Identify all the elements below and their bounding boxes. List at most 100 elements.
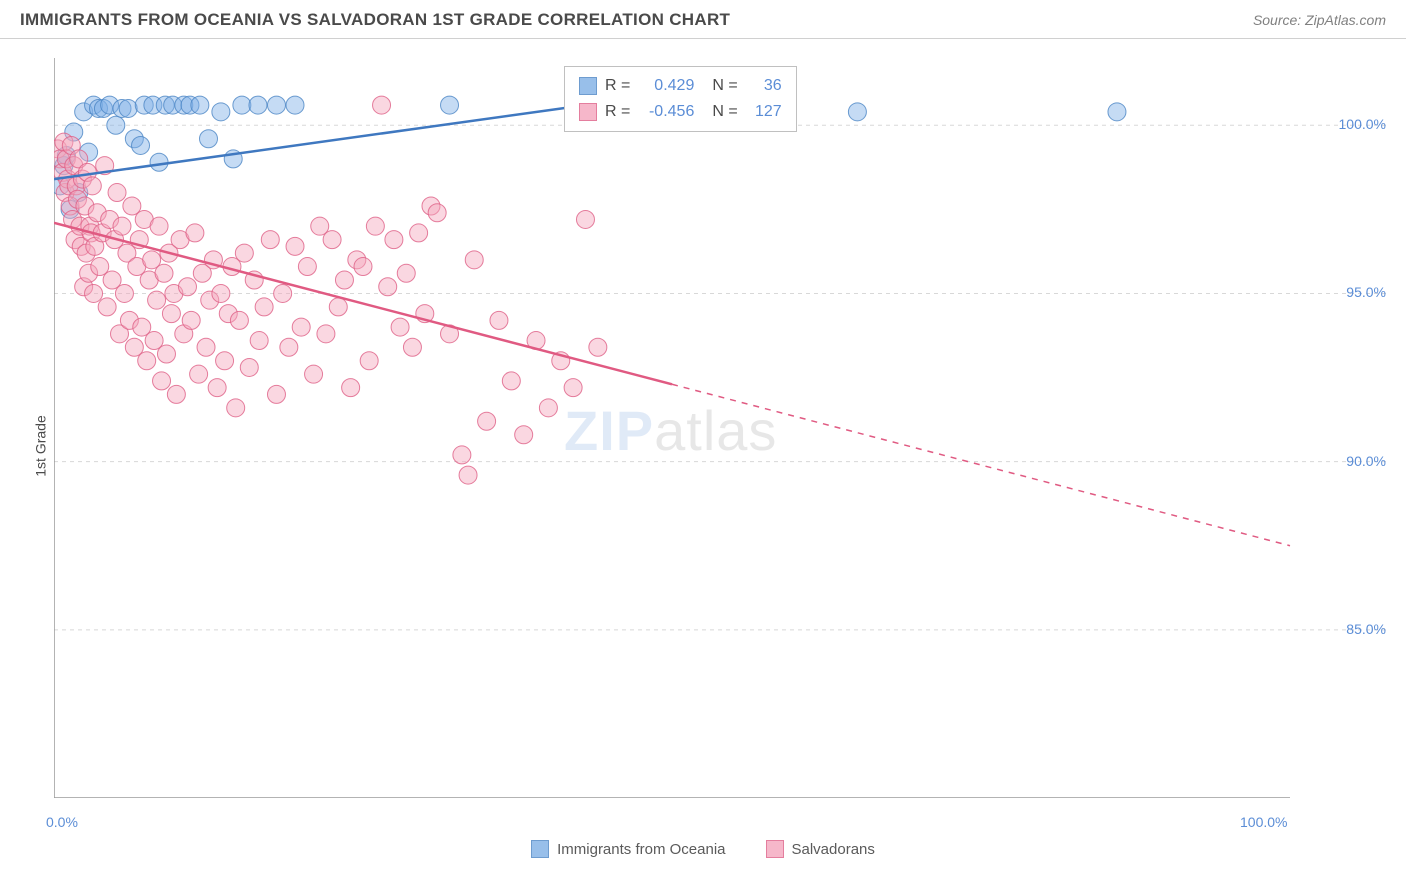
data-point-salvadoran bbox=[397, 264, 415, 282]
data-point-salvadoran bbox=[298, 258, 316, 276]
data-point-salvadoran bbox=[197, 338, 215, 356]
data-point-salvadoran bbox=[235, 244, 253, 262]
data-point-salvadoran bbox=[150, 217, 168, 235]
data-point-salvadoran bbox=[490, 311, 508, 329]
data-point-oceania bbox=[200, 130, 218, 148]
data-point-salvadoran bbox=[250, 332, 268, 350]
data-point-salvadoran bbox=[186, 224, 204, 242]
scatter-plot bbox=[54, 58, 1390, 798]
stats-n-label: N = bbox=[712, 99, 737, 125]
data-point-oceania bbox=[848, 103, 866, 121]
data-point-oceania bbox=[233, 96, 251, 114]
data-point-salvadoran bbox=[403, 338, 421, 356]
x-tick-label: 0.0% bbox=[46, 814, 78, 830]
y-tick-label: 90.0% bbox=[1346, 453, 1386, 469]
data-point-salvadoran bbox=[465, 251, 483, 269]
data-point-oceania bbox=[249, 96, 267, 114]
data-point-salvadoran bbox=[589, 338, 607, 356]
data-point-salvadoran bbox=[240, 358, 258, 376]
data-point-oceania bbox=[107, 116, 125, 134]
data-point-salvadoran bbox=[410, 224, 428, 242]
data-point-salvadoran bbox=[305, 365, 323, 383]
data-point-salvadoran bbox=[190, 365, 208, 383]
data-point-salvadoran bbox=[157, 345, 175, 363]
data-point-salvadoran bbox=[385, 231, 403, 249]
data-point-oceania bbox=[119, 99, 137, 117]
stats-r-value-salvadoran: -0.456 bbox=[638, 99, 694, 125]
correlation-stats-box: R = 0.429 N = 36 R = -0.456 N = 127 bbox=[564, 66, 797, 132]
data-point-salvadoran bbox=[255, 298, 273, 316]
data-point-salvadoran bbox=[167, 385, 185, 403]
data-point-salvadoran bbox=[478, 412, 496, 430]
data-point-salvadoran bbox=[261, 231, 279, 249]
chart-area: ZIPatlas R =0.429N =36R =-0.456N =127 bbox=[54, 58, 1390, 798]
data-point-salvadoran bbox=[162, 305, 180, 323]
data-point-salvadoran bbox=[153, 372, 171, 390]
stats-r-label: R = bbox=[605, 99, 630, 125]
data-point-salvadoran bbox=[85, 284, 103, 302]
data-point-salvadoran bbox=[360, 352, 378, 370]
data-point-salvadoran bbox=[373, 96, 391, 114]
x-tick-label: 100.0% bbox=[1240, 814, 1287, 830]
trend-line-dashed-salvadoran bbox=[672, 384, 1290, 545]
data-point-salvadoran bbox=[317, 325, 335, 343]
data-point-salvadoran bbox=[108, 184, 126, 202]
data-point-salvadoran bbox=[227, 399, 245, 417]
stats-n-label: N = bbox=[712, 73, 737, 99]
data-point-oceania bbox=[150, 153, 168, 171]
stats-row-salvadoran: R = -0.456 N = 127 bbox=[579, 99, 782, 125]
stats-n-value-salvadoran: 127 bbox=[746, 99, 782, 125]
data-point-salvadoran bbox=[286, 237, 304, 255]
data-point-salvadoran bbox=[335, 271, 353, 289]
data-point-salvadoran bbox=[208, 379, 226, 397]
data-point-salvadoran bbox=[379, 278, 397, 296]
legend-swatch-oceania bbox=[531, 840, 549, 858]
data-point-salvadoran bbox=[178, 278, 196, 296]
title-bar: IMMIGRANTS FROM OCEANIA VS SALVADORAN 1S… bbox=[0, 0, 1406, 39]
data-point-salvadoran bbox=[323, 231, 341, 249]
y-tick-label: 95.0% bbox=[1346, 284, 1386, 300]
y-tick-label: 85.0% bbox=[1346, 621, 1386, 637]
data-point-oceania bbox=[286, 96, 304, 114]
chart-title: IMMIGRANTS FROM OCEANIA VS SALVADORAN 1S… bbox=[20, 10, 730, 30]
legend-item-salvadoran: Salvadorans bbox=[766, 840, 875, 858]
data-point-salvadoran bbox=[502, 372, 520, 390]
legend-item-oceania: Immigrants from Oceania bbox=[531, 840, 725, 858]
data-point-salvadoran bbox=[539, 399, 557, 417]
data-point-oceania bbox=[267, 96, 285, 114]
data-point-salvadoran bbox=[138, 352, 156, 370]
data-point-salvadoran bbox=[274, 284, 292, 302]
stats-swatch-salvadoran bbox=[579, 103, 597, 121]
data-point-salvadoran bbox=[515, 426, 533, 444]
data-point-salvadoran bbox=[453, 446, 471, 464]
data-point-oceania bbox=[191, 96, 209, 114]
data-point-salvadoran bbox=[148, 291, 166, 309]
data-point-salvadoran bbox=[428, 204, 446, 222]
stats-n-value-oceania: 36 bbox=[746, 73, 782, 99]
data-point-oceania bbox=[441, 96, 459, 114]
data-point-salvadoran bbox=[366, 217, 384, 235]
legend: Immigrants from Oceania Salvadorans bbox=[0, 840, 1406, 858]
data-point-salvadoran bbox=[115, 284, 133, 302]
source-attribution: Source: ZipAtlas.com bbox=[1253, 12, 1386, 28]
data-point-salvadoran bbox=[576, 210, 594, 228]
legend-label-salvadoran: Salvadorans bbox=[792, 841, 875, 858]
data-point-oceania bbox=[212, 103, 230, 121]
stats-r-value-oceania: 0.429 bbox=[638, 73, 694, 99]
data-point-salvadoran bbox=[182, 311, 200, 329]
data-point-salvadoran bbox=[216, 352, 234, 370]
data-point-oceania bbox=[1108, 103, 1126, 121]
stats-r-label: R = bbox=[605, 73, 630, 99]
stats-swatch-oceania bbox=[579, 77, 597, 95]
data-point-salvadoran bbox=[113, 217, 131, 235]
data-point-salvadoran bbox=[292, 318, 310, 336]
legend-swatch-salvadoran bbox=[766, 840, 784, 858]
data-point-salvadoran bbox=[329, 298, 347, 316]
data-point-salvadoran bbox=[230, 311, 248, 329]
y-tick-label: 100.0% bbox=[1339, 116, 1386, 132]
stats-row-oceania: R = 0.429 N = 36 bbox=[579, 73, 782, 99]
data-point-salvadoran bbox=[83, 177, 101, 195]
data-point-salvadoran bbox=[212, 284, 230, 302]
data-point-salvadoran bbox=[155, 264, 173, 282]
data-point-salvadoran bbox=[342, 379, 360, 397]
